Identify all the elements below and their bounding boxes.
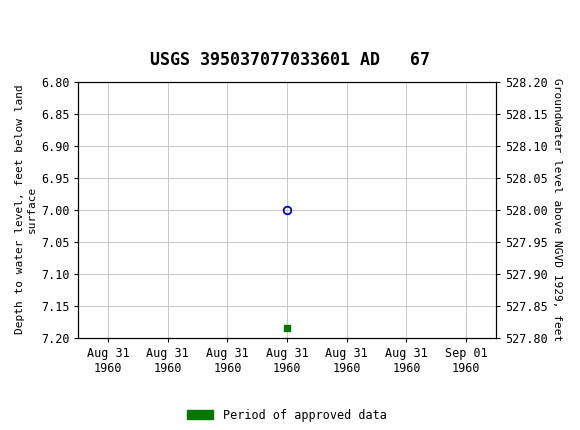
Text: ≡USGS: ≡USGS	[14, 10, 73, 30]
Y-axis label: Depth to water level, feet below land
surface: Depth to water level, feet below land su…	[15, 85, 37, 335]
Text: USGS 395037077033601 AD   67: USGS 395037077033601 AD 67	[150, 51, 430, 69]
Y-axis label: Groundwater level above NGVD 1929, feet: Groundwater level above NGVD 1929, feet	[552, 78, 562, 341]
Legend: Period of approved data: Period of approved data	[183, 404, 392, 426]
